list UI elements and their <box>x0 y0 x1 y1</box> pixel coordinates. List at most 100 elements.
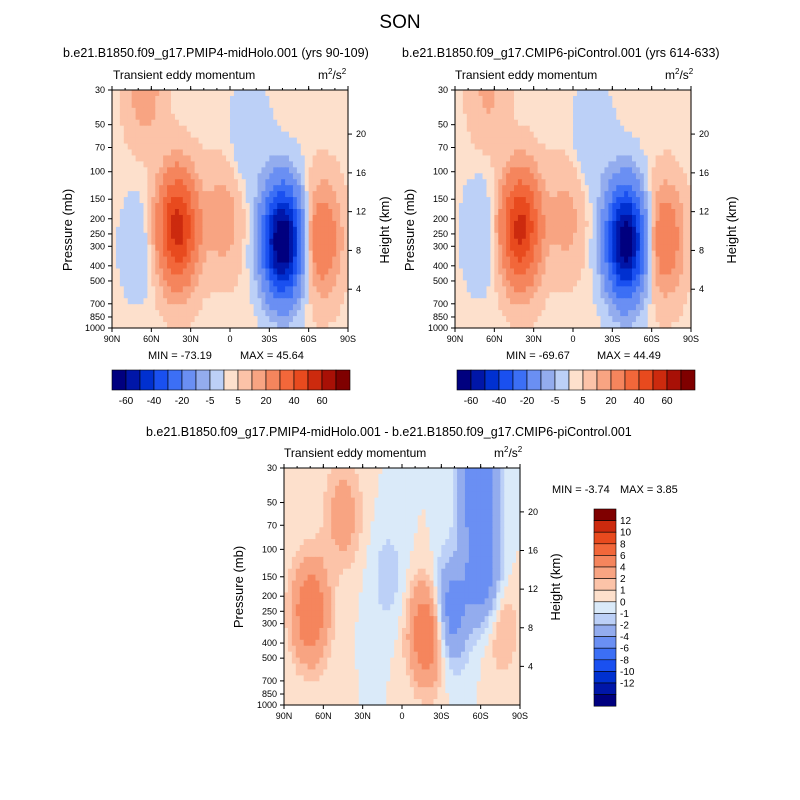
heatmap-cell <box>257 155 263 162</box>
heatmap-cell <box>292 161 298 168</box>
heatmap-cell <box>308 185 314 192</box>
heatmap-cell <box>604 274 609 281</box>
heatmap-cell <box>277 173 282 180</box>
heatmap-cell <box>521 90 527 97</box>
heatmap-cell <box>549 238 554 246</box>
heatmap-cell <box>245 292 251 299</box>
heatmap-cell <box>171 220 176 228</box>
heatmap-cell <box>584 90 590 97</box>
heatmap-cell <box>494 209 499 216</box>
heatmap-cell <box>573 161 578 168</box>
heatmap-cell <box>222 274 227 281</box>
heatmap-cell <box>455 90 460 97</box>
heatmap-cell <box>127 125 133 133</box>
heatmap-cell <box>292 209 298 216</box>
heatmap-cell <box>549 232 554 240</box>
heatmap-cell <box>202 322 207 329</box>
heatmap-cell <box>143 256 148 264</box>
heatmap-cell <box>482 161 488 168</box>
heatmap-cell <box>143 322 148 329</box>
heatmap-cell <box>186 191 192 198</box>
heatmap-cell <box>233 292 239 299</box>
heatmap-cell <box>226 209 231 216</box>
heatmap-cell <box>285 149 290 157</box>
heatmap-cell <box>608 155 613 162</box>
heatmap-cell <box>647 268 653 276</box>
heatmap-cell <box>151 220 156 228</box>
heatmap-cell <box>651 262 657 270</box>
heatmap-cell <box>230 316 235 323</box>
heatmap-cell <box>155 280 160 287</box>
heatmap-cell <box>628 238 633 246</box>
heatmap-cell <box>304 322 310 329</box>
heatmap-cell <box>233 280 239 287</box>
heatmap-cell <box>679 286 684 293</box>
heatmap-cell <box>569 197 574 204</box>
heatmap-cell <box>308 107 314 115</box>
x-tick-label: 0 <box>570 334 575 344</box>
heatmap-cell <box>466 292 472 299</box>
heatmap-cell <box>466 274 472 281</box>
heatmap-cell <box>517 304 523 311</box>
heatmap-cell <box>592 262 598 270</box>
heatmap-cell <box>474 310 480 317</box>
heatmap-cell <box>182 214 188 222</box>
heatmap-cell <box>628 232 633 240</box>
heatmap-cell <box>655 322 661 329</box>
heatmap-cell <box>131 322 137 329</box>
heatmap-cell <box>218 298 223 305</box>
heatmap-cell <box>592 191 598 198</box>
heatmap-cell <box>119 214 125 222</box>
heatmap-cell <box>112 316 117 323</box>
heatmap-cell <box>332 161 337 168</box>
heatmap-cell <box>174 292 180 299</box>
heatmap-cell <box>482 256 488 264</box>
heatmap-cell <box>663 95 668 103</box>
heatmap-cell <box>498 214 503 222</box>
heatmap-cell <box>155 95 160 103</box>
heatmap-cell <box>486 310 491 317</box>
heatmap-cell <box>182 137 188 145</box>
heatmap-cell <box>340 214 345 222</box>
heatmap-cell <box>178 226 184 234</box>
heatmap-cell <box>663 203 668 210</box>
heatmap-cell <box>679 226 684 234</box>
heatmap-cell <box>340 119 345 127</box>
heatmap-cell <box>249 173 255 180</box>
heatmap-cell <box>628 256 633 264</box>
heatmap-cell <box>675 90 680 97</box>
heatmap-cell <box>576 280 582 287</box>
heatmap-cell <box>632 256 637 264</box>
heatmap-cell <box>545 95 550 103</box>
heatmap-cell <box>643 143 649 151</box>
heatmap-cell <box>289 268 294 276</box>
heatmap-cell <box>202 220 207 228</box>
y-tick-label: 250 <box>433 229 448 239</box>
heatmap-cell <box>525 238 531 246</box>
heatmap-cell <box>588 220 594 228</box>
heatmap-cells <box>455 90 692 329</box>
heatmap-cell <box>482 203 488 210</box>
heatmap-cell <box>312 232 318 240</box>
heatmap-cell <box>478 250 484 258</box>
heatmap-cell <box>336 226 341 234</box>
heatmap-cell <box>624 292 629 299</box>
heatmap-cell <box>588 101 594 109</box>
heatmap-cell <box>663 90 668 97</box>
heatmap-cell <box>312 292 318 299</box>
heatmap-cell <box>549 322 554 329</box>
heatmap-cell <box>344 137 349 145</box>
heatmap-cell <box>643 113 649 121</box>
heatmap-cell <box>194 143 200 151</box>
heatmap-cell <box>167 244 172 252</box>
heatmap-cell <box>253 173 259 180</box>
heatmap-cell <box>549 119 554 127</box>
heatmap-cell <box>514 286 519 293</box>
heatmap-cell <box>541 244 547 252</box>
heatmap-cell <box>561 250 566 258</box>
heatmap-cell <box>304 316 310 323</box>
heatmap-cell <box>663 179 668 186</box>
heatmap-cell <box>324 167 329 174</box>
heatmap-cell <box>624 125 629 133</box>
heatmap-cell <box>557 256 562 264</box>
